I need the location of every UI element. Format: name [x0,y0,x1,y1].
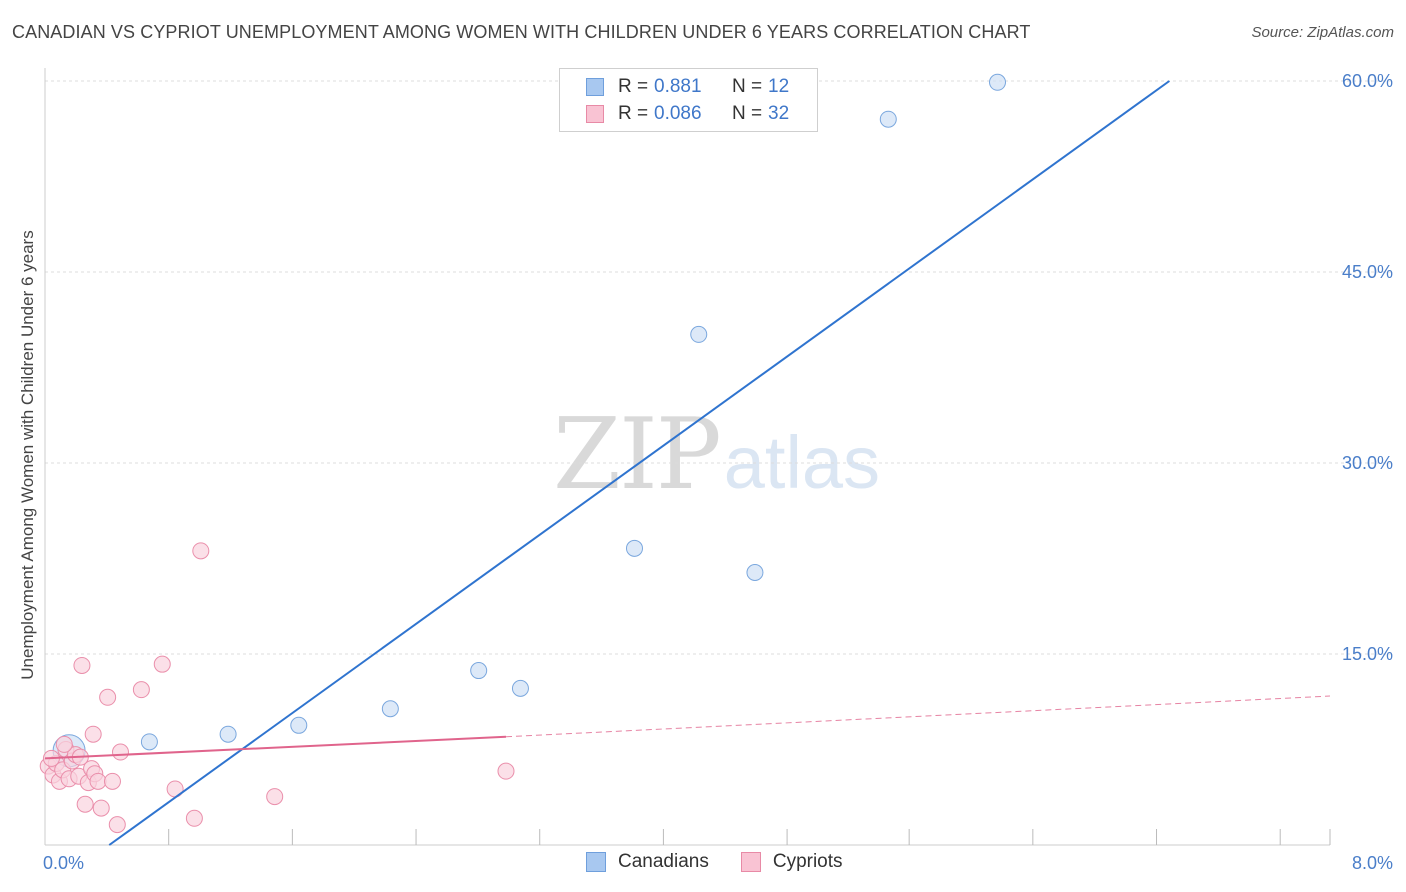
x-tick-label: 8.0% [1352,853,1393,873]
legend-swatch-canadians [586,852,606,872]
legend-n-value: 32 [768,103,790,124]
legend-r-label: R = [618,103,649,124]
y-tick-label: 15.0% [1342,644,1393,664]
legend-swatch-cypriots [740,852,761,872]
data-point-cypriots [185,809,203,827]
correlation-legend: R = 0.881 N = 12 R = 0.086 N = 32 [559,68,818,132]
legend-row-cypriots: R = 0.086 N = 32 [586,102,789,126]
trend-line-canadians [108,80,1170,846]
legend-label-canadians: Canadians [618,851,709,872]
data-point-canadians [690,325,708,343]
y-tick-label: 45.0% [1342,262,1393,282]
series-legend: Canadians Cypriots [586,851,875,873]
y-tick-label: 30.0% [1342,453,1393,473]
source-label: Source: ZipAtlas.com [1251,24,1394,41]
legend-r-label: R = [618,76,649,97]
legend-r-value: 0.086 [654,103,702,124]
data-point-cypriots [76,795,94,813]
legend-n-value: 12 [768,76,790,97]
data-point-cypriots [73,656,91,674]
data-point-canadians [746,564,764,582]
data-point-cypriots [103,772,121,790]
data-point-cypriots [55,735,73,753]
trend-line-extension-cypriots [505,695,1331,738]
data-point-canadians [140,733,158,751]
data-point-cypriots [153,655,171,673]
legend-label-cypriots: Cypriots [772,851,843,872]
data-point-canadians [290,716,308,734]
data-point-cypriots [132,681,150,699]
data-point-cypriots [111,743,129,761]
data-point-canadians [219,725,237,743]
data-point-canadians [879,110,897,128]
trend-line-cypriots [44,735,507,760]
y-axis-label: Unemployment Among Women with Children U… [18,230,37,680]
data-point-canadians [511,679,529,697]
data-point-canadians [989,73,1007,91]
legend-n-label: N = [732,103,763,124]
legend-item-canadians: Canadians [586,851,709,873]
data-point-canadians [625,539,643,557]
data-point-canadians [381,700,399,718]
data-point-cypriots [192,542,210,560]
legend-r-value: 0.881 [654,76,702,97]
chart-title: CANADIAN VS CYPRIOT UNEMPLOYMENT AMONG W… [12,22,1031,42]
data-point-cypriots [84,725,102,743]
data-point-cypriots [497,762,515,780]
data-point-canadians [470,662,488,680]
legend-row-canadians: R = 0.881 N = 12 [586,75,789,99]
data-point-cypriots [92,799,110,817]
legend-n-label: N = [732,76,763,97]
legend-item-cypriots: Cypriots [740,851,843,873]
legend-swatch-canadians [586,78,604,96]
x-tick-label: 0.0% [43,853,84,873]
data-point-cypriots [108,816,126,834]
data-point-cypriots [89,772,107,790]
data-point-cypriots [99,688,117,706]
data-point-cypriots [266,788,284,806]
legend-swatch-cypriots [586,105,604,123]
y-tick-label: 60.0% [1342,71,1393,91]
